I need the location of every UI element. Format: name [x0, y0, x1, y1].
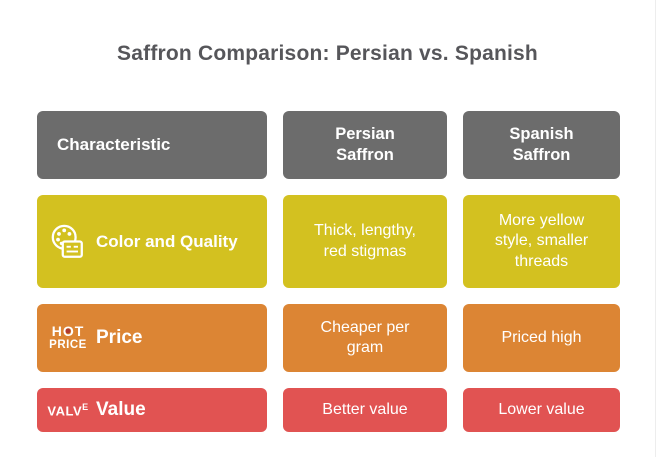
row-label-text: Color and Quality — [96, 231, 238, 251]
page-title: Saffron Comparison: Persian vs. Spanish — [117, 42, 538, 65]
cell-persian-price: Cheaper per gram — [283, 304, 447, 372]
cell-spanish-color-quality: More yellow style, smaller threads — [463, 195, 620, 288]
row-label-value: VALVE Value — [37, 388, 267, 432]
cell-persian-value: Better value — [283, 388, 447, 432]
cell-persian-color-quality: Thick, lengthy, red stigmas — [283, 195, 447, 288]
hot-price-icon-bottom: PRICE — [49, 339, 87, 352]
row-label-text: Price — [96, 326, 143, 348]
header-spanish-saffron: Spanish Saffron — [463, 111, 620, 179]
hot-price-icon: HOT PRICE — [49, 324, 87, 352]
row-label-text: Value — [96, 398, 146, 420]
cell-spanish-value: Lower value — [463, 388, 620, 432]
hot-price-icon-top: HOT — [51, 323, 85, 340]
valve-icon-text: VALVE — [47, 401, 89, 419]
row-label-color-and-quality: Color and Quality — [37, 195, 267, 288]
row-label-price: HOT PRICE Price — [37, 304, 267, 372]
color-palette-icon — [49, 223, 87, 261]
valve-icon: VALVE — [47, 401, 89, 419]
cell-spanish-price: Priced high — [463, 304, 620, 372]
comparison-table: Characteristic Persian Saffron Spanish S… — [37, 111, 620, 432]
header-characteristic: Characteristic — [37, 111, 267, 179]
header-persian-saffron: Persian Saffron — [283, 111, 447, 179]
